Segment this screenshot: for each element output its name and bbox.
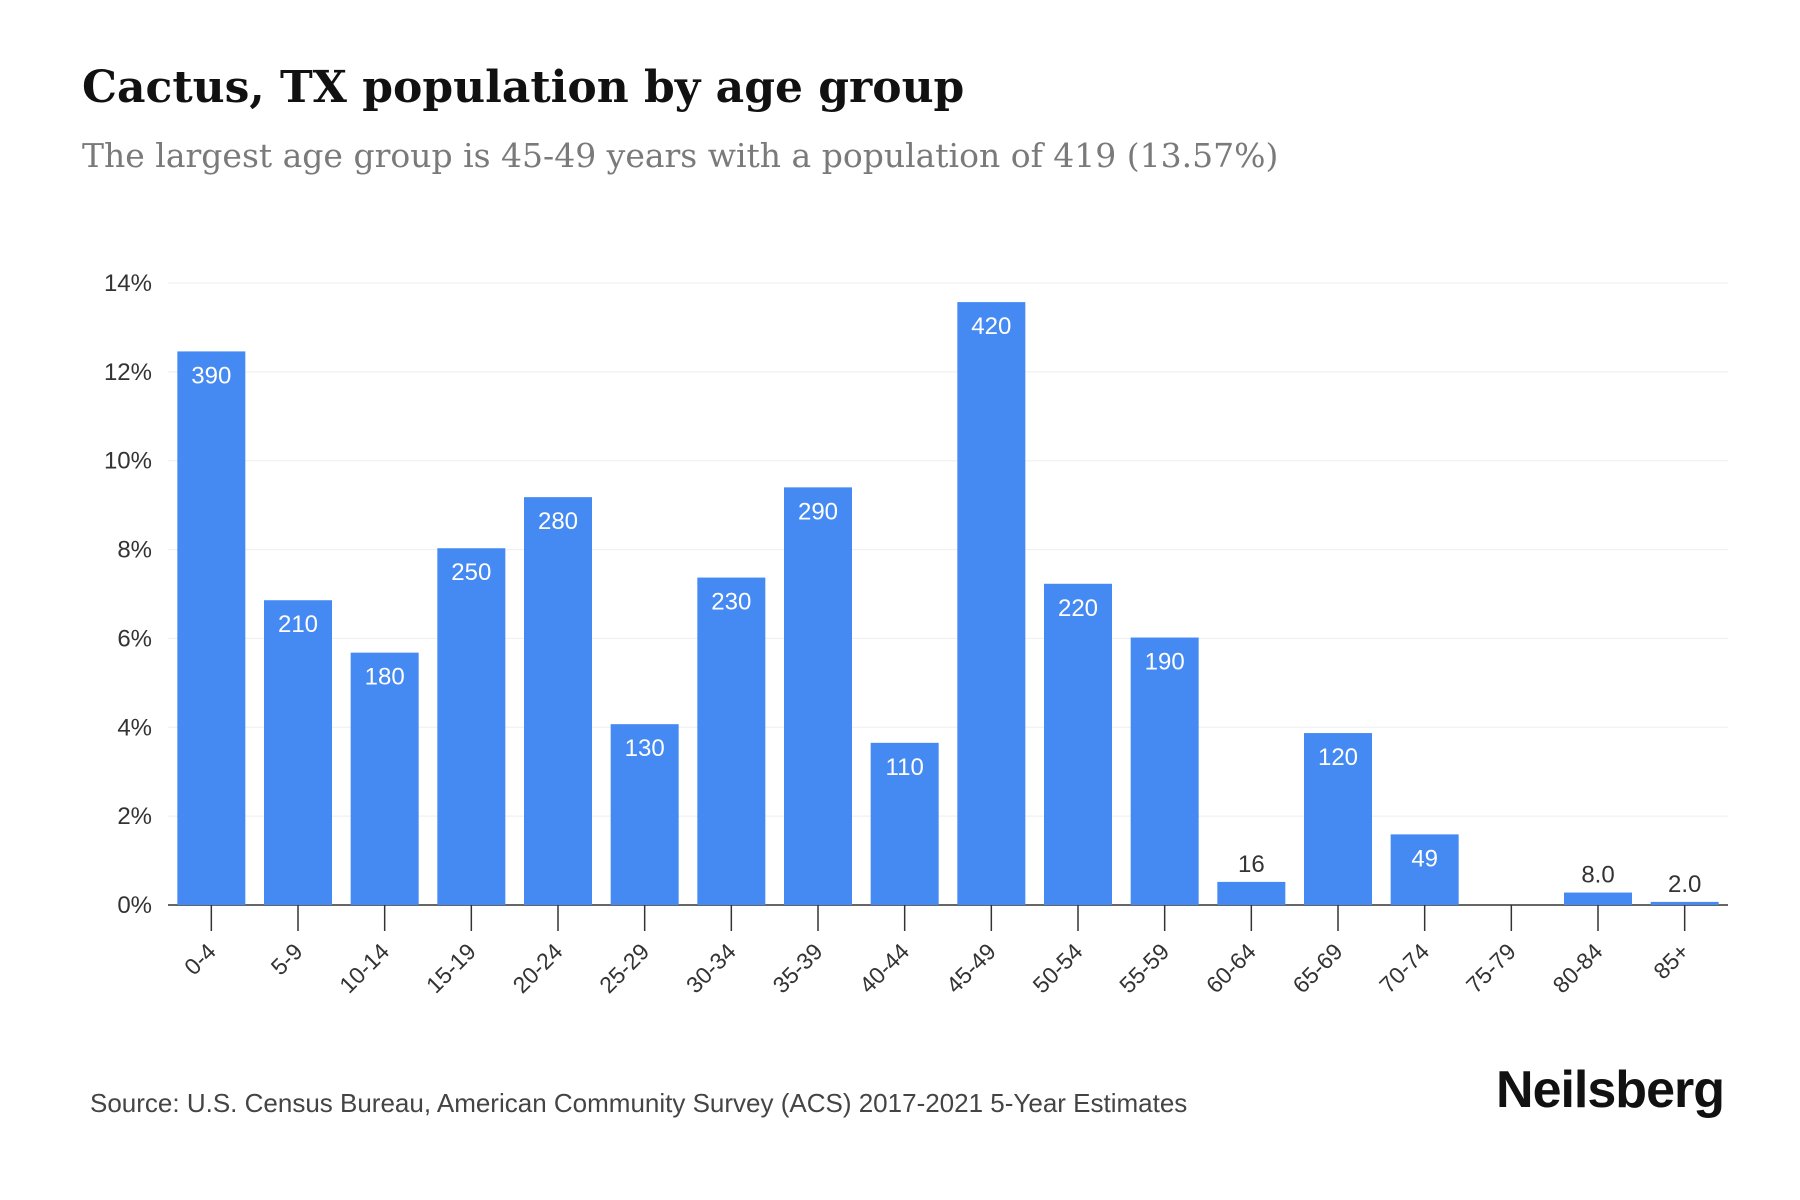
x-tick-label: 85+ [1648,938,1694,984]
bar [350,652,419,905]
data-label: 420 [971,313,1011,340]
x-tick-label: 0-4 [179,938,221,980]
y-tick-label: 12% [104,359,152,386]
x-tick-label: 35-39 [768,938,828,998]
data-label: 120 [1318,744,1358,771]
data-label: 210 [278,611,318,638]
bar [524,497,592,905]
brand-logo: Neilsberg [1496,1061,1725,1119]
y-tick-label: 6% [117,625,152,652]
bar [264,600,332,905]
data-label: 250 [451,559,491,586]
x-tick-label: 40-44 [854,938,914,998]
bar [957,302,1026,906]
chart-title: Cactus, TX population by age group [82,62,965,113]
x-tick-label: 70-74 [1374,938,1434,998]
bar [870,742,939,905]
chart-subtitle: The largest age group is 45-49 years wit… [82,136,1279,175]
bar [177,351,246,905]
data-label: 280 [538,508,578,535]
y-tick-label: 2% [117,803,152,830]
x-tick-label: 80-84 [1548,938,1608,998]
data-label: 16 [1238,851,1265,878]
x-tick-label: 15-19 [421,938,481,998]
y-tick-label: 10% [104,448,152,475]
data-label: 110 [886,754,924,781]
y-tick-label: 4% [117,714,152,741]
x-tick-label: 25-29 [594,938,654,998]
data-label: 220 [1058,595,1098,622]
y-tick-label: 0% [117,892,152,919]
data-label: 190 [1145,649,1185,676]
bar [1044,583,1112,905]
data-label: 290 [798,498,838,525]
x-tick-label: 55-59 [1114,938,1174,998]
source-note: Source: U.S. Census Bureau, American Com… [90,1088,1188,1118]
bar [784,487,852,905]
y-tick-label: 14% [104,270,152,297]
bar [1564,892,1632,905]
x-tick-label: 20-24 [508,938,568,998]
data-label: 180 [365,664,405,691]
x-tick-label: 10-14 [334,938,394,998]
x-tick-label: 5-9 [266,938,308,980]
bar [1390,834,1459,905]
data-label: 8.0 [1581,862,1614,889]
x-tick-label: 45-49 [941,938,1001,998]
x-tick-label: 50-54 [1028,938,1088,998]
data-label: 49 [1411,845,1438,872]
bar [610,724,679,905]
data-label: 2.0 [1668,871,1701,898]
bar [1304,733,1372,905]
x-tick-label: 30-34 [681,938,741,998]
bar [1650,901,1719,905]
bar [697,577,766,905]
x-tick-label: 75-79 [1461,938,1521,998]
bar [1130,637,1199,905]
bar [1217,881,1286,905]
x-tick-label: 60-64 [1201,938,1261,998]
y-tick-label: 8% [117,537,152,564]
x-tick-label: 65-69 [1288,938,1348,998]
data-label: 390 [191,362,231,389]
data-label: 130 [625,735,665,762]
data-label: 230 [711,589,751,616]
bar [437,548,506,905]
